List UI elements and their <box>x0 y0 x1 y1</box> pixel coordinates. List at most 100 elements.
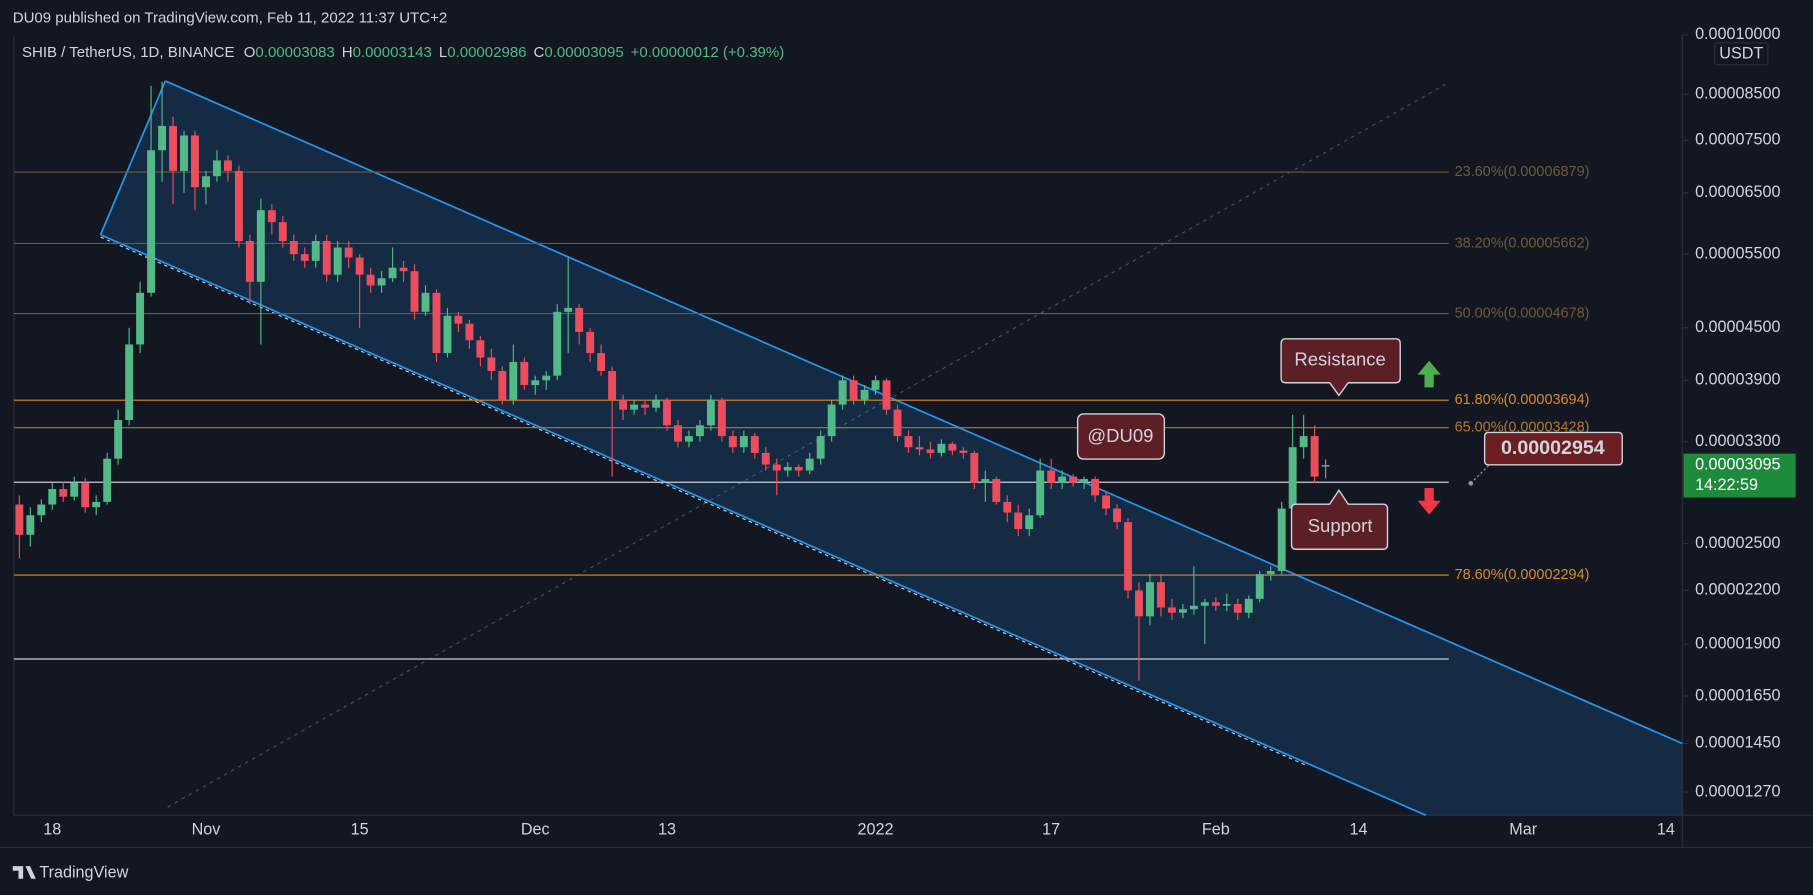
candle-body <box>717 399 726 437</box>
candle-body <box>520 361 529 386</box>
candle-body <box>1167 607 1176 613</box>
candle-body <box>805 458 814 471</box>
fib-label: 65.00%(0.00003428) <box>1455 419 1590 435</box>
current-price: 0.00003095 <box>1695 455 1780 473</box>
candle-body <box>937 443 946 453</box>
candle-body <box>750 436 759 453</box>
annotation-resistance: Resistance <box>1280 338 1401 397</box>
candle-body <box>498 371 507 400</box>
candle-body <box>256 210 265 282</box>
candle-body <box>70 482 79 497</box>
candle-body <box>487 357 496 372</box>
candle-body <box>586 331 595 354</box>
channel-lower <box>100 233 1427 816</box>
candle-body <box>103 458 112 502</box>
y-tick-label: 0.00002200 <box>1695 581 1780 599</box>
candle-body <box>1189 605 1198 610</box>
candle-body <box>311 241 320 261</box>
x-tick-label: 14 <box>1350 821 1368 839</box>
candle-body <box>245 241 254 282</box>
candle-body <box>1244 598 1253 613</box>
candle-body <box>816 436 825 459</box>
x-tick-label: Mar <box>1509 821 1537 839</box>
candle-body <box>915 447 924 450</box>
candle-body <box>531 380 540 386</box>
candle-body <box>904 436 913 448</box>
unit-label: USDT <box>1719 45 1763 63</box>
candle-body <box>772 464 781 471</box>
fib-label: 38.20%(0.00005662) <box>1455 235 1590 251</box>
candle-body <box>333 247 342 275</box>
fib-trend-line <box>167 83 1446 808</box>
candle-body <box>322 241 331 275</box>
candle-body <box>663 399 671 426</box>
current-price-box <box>1683 453 1796 498</box>
countdown: 14:22:59 <box>1695 476 1758 494</box>
candle-body <box>48 489 57 505</box>
symbol-line: SHIB / TetherUS, 1D, BINANCE O0.00003083 H… <box>22 44 784 61</box>
candle-body <box>1310 436 1319 477</box>
candle-body <box>289 241 298 255</box>
x-tick-label: Dec <box>521 821 550 839</box>
callout-text: Support <box>1308 515 1373 536</box>
candle-body <box>564 307 573 312</box>
candle-body <box>509 361 518 400</box>
fib-label: 78.60%(0.00002294) <box>1455 567 1590 583</box>
header-text: SHIB / TetherUS, 1D, BINANCE <box>22 44 235 61</box>
candle-body <box>1135 590 1143 617</box>
y-tick-label: 0.00001650 <box>1695 686 1780 704</box>
candle-body <box>366 274 375 286</box>
fib-label: 50.00%(0.00004678) <box>1455 305 1590 321</box>
candle-body <box>26 515 35 535</box>
candle-body <box>992 479 1001 502</box>
candle-body <box>421 292 430 312</box>
candle-body <box>706 399 715 426</box>
candle-body <box>1025 515 1034 530</box>
candle-body <box>1047 470 1056 483</box>
candle-body <box>882 380 891 410</box>
callout-box <box>1290 489 1389 550</box>
callout-text: Resistance <box>1294 349 1386 370</box>
candle-body <box>410 271 419 312</box>
header-text: O <box>244 44 256 61</box>
channel-fill <box>100 80 1683 816</box>
candle-body <box>1003 501 1012 513</box>
header-text: H <box>342 44 353 61</box>
candle-body <box>300 254 309 261</box>
candle-body <box>234 170 243 242</box>
x-tick-label: Nov <box>192 821 222 839</box>
footer-brand: TradingView <box>39 863 128 881</box>
x-tick-label: 13 <box>658 821 676 839</box>
candle-body <box>739 436 748 448</box>
price-label: 0.00002954 <box>1468 431 1623 486</box>
unit-box <box>1714 42 1769 66</box>
y-tick-label: 0.00006500 <box>1695 183 1780 201</box>
x-tick-label: 14 <box>1657 821 1675 839</box>
candle-body <box>114 420 123 459</box>
candle-body <box>1266 570 1275 575</box>
candle-body <box>1156 582 1165 608</box>
candle-body <box>377 278 386 286</box>
candle-body <box>1146 582 1154 617</box>
price-label-pointer <box>1470 462 1492 484</box>
candle-body <box>278 222 287 242</box>
candle-body <box>860 389 869 400</box>
candle-body <box>761 452 770 465</box>
candle-body <box>849 380 858 400</box>
y-tick-label: 0.00007500 <box>1695 131 1780 149</box>
candle-body <box>212 160 221 177</box>
candle-body <box>399 267 408 272</box>
arrow-up <box>1417 360 1441 388</box>
candle-body <box>1014 512 1023 530</box>
header-text: 0.00003095 <box>544 44 623 61</box>
y-tick-label: 0.00001270 <box>1695 782 1780 800</box>
candle-body <box>1277 508 1286 571</box>
header-text: +0.00000012 (+0.39%) <box>631 44 785 61</box>
candle-body <box>674 425 682 442</box>
candle-body <box>388 267 397 279</box>
candle-body <box>37 504 46 516</box>
drawings <box>99 80 1683 816</box>
candle-body <box>1233 604 1242 613</box>
candle-body <box>81 482 90 508</box>
